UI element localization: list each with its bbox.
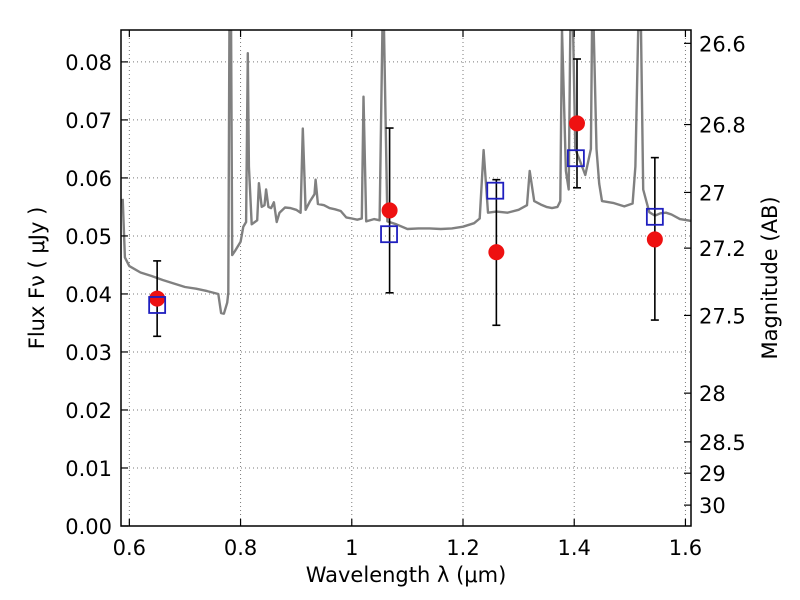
y-tick-label: 0.06 — [65, 167, 112, 191]
y-tick-label: 0.04 — [65, 283, 112, 307]
y2-tick-label: 26.6 — [699, 32, 746, 56]
gridlines — [121, 30, 691, 527]
y2-tick-label: 28.5 — [699, 431, 746, 455]
model-flux-square — [486, 181, 505, 200]
error-bars — [148, 58, 664, 338]
x-tick-label: 1 — [345, 536, 358, 560]
model-flux-square — [380, 225, 398, 244]
observed-flux-point — [381, 202, 398, 219]
x-tick-label: 0.8 — [224, 536, 257, 560]
plot-frame — [120, 29, 692, 527]
model-flux-square — [566, 149, 585, 168]
y2-tick-label: 29 — [699, 462, 726, 486]
y-tick-label: 0.02 — [65, 399, 112, 423]
x-tick-label: 1.4 — [558, 536, 591, 560]
observed-flux-point — [488, 244, 505, 261]
x-tick-label: 1.2 — [446, 536, 479, 560]
data-layer — [121, 30, 691, 315]
x-tick-label: 0.6 — [113, 536, 146, 560]
y-axis-title: Flux Fν ( μJy ) — [25, 207, 49, 350]
y-tick-label: 0.03 — [65, 341, 112, 365]
observed-flux-point — [646, 231, 663, 248]
y-tick-label: 0.00 — [65, 515, 112, 539]
model-flux-square — [148, 296, 167, 314]
y-tick-label: 0.01 — [65, 457, 112, 481]
y2-tick-label: 28 — [699, 382, 726, 406]
x-tick-label: 1.6 — [669, 536, 702, 560]
ticks: 0.6 0.8 1 1.2 1.4 1.6 0.00 0.01 0.02 0.03 0.04 0.05… — [65, 30, 746, 560]
y-tick-label: 0.05 — [65, 225, 112, 249]
y2-tick-label: 26.8 — [699, 114, 746, 138]
x-axis-title: Wavelength λ (μm) — [306, 563, 507, 587]
y-tick-label: 0.08 — [65, 51, 112, 75]
model-flux-square — [645, 207, 664, 226]
y2-tick-label: 27 — [699, 181, 726, 205]
observed-flux-point — [149, 290, 166, 307]
y-tick-label: 0.07 — [65, 109, 112, 133]
observed-flux-point — [569, 115, 585, 132]
y2-axis-title: Magnitude (AB) — [758, 196, 782, 359]
y2-tick-label: 30 — [699, 494, 726, 518]
model-spectrum-line — [121, 30, 691, 315]
y2-tick-label: 27.5 — [699, 304, 746, 328]
y2-tick-label: 27.2 — [699, 237, 746, 261]
